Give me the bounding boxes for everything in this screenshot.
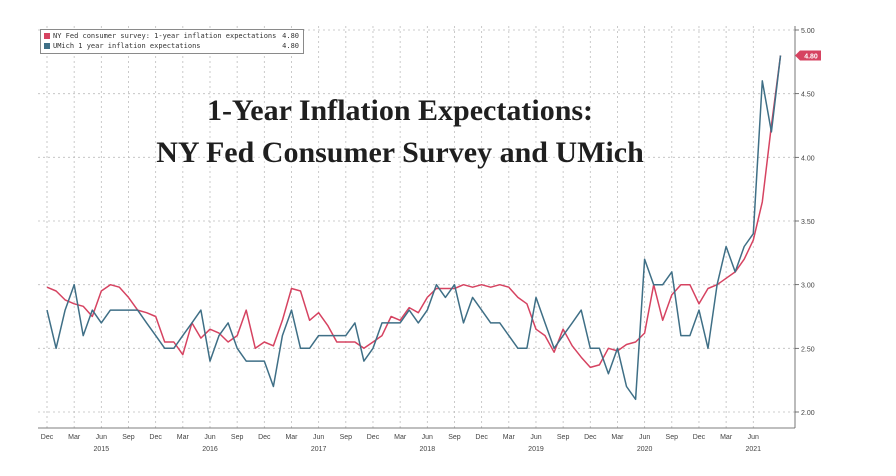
series-line-umich [46,55,782,401]
x-tick-label: Mar [68,434,81,441]
y-tick-label: 4.00 [801,155,815,162]
legend-item-ny-fed: NY Fed consumer survey: 1-year inflation… [44,31,299,41]
legend-value-umich: 4.80 [282,42,299,50]
x-year-label: 2018 [420,446,436,453]
legend-swatch-ny-fed [44,33,50,39]
x-tick-label: Sep [122,434,135,441]
legend-item-umich: UMich 1 year inflation expectations 4.80 [44,41,299,51]
x-year-label: 2020 [637,446,653,453]
last-value-badge: 4.80 [795,50,821,61]
x-tick-label: Jun [313,434,324,441]
chart-title-line-1: 1-Year Inflation Expectations: [206,94,594,127]
x-tick-label: Dec [41,434,54,441]
x-year-label: 2017 [311,446,327,453]
x-tick-label: Mar [394,434,407,441]
x-year-label: 2021 [746,446,762,453]
x-tick-label: Jun [422,434,433,441]
legend-value-ny-fed: 4.80 [282,32,299,40]
y-tick-label: 4.50 [801,92,815,99]
y-tick-label: 3.50 [801,219,815,226]
y-tick-label: 2.00 [801,410,815,417]
series-line-ny-fed [46,55,782,369]
x-axis: Dec Mar Jun Sep Dec Mar Jun Sep Dec Mar Jun Sep Dec M… [38,427,795,453]
x-tick-label: Mar [503,434,516,441]
last-value-badge-label: 4.80 [804,53,818,60]
x-tick-label: Dec [693,434,706,441]
x-tick-label: Sep [340,434,353,441]
legend-label-ny-fed: NY Fed consumer survey: 1-year inflation… [53,32,277,40]
x-tick-label: Mar [177,434,190,441]
x-tick-label: Jun [639,434,650,441]
x-tick-label: Dec [475,434,488,441]
gridlines [38,26,795,428]
chart-title-line-2: NY Fed Consumer Survey and UMich [156,136,644,169]
x-tick-label: Sep [231,434,244,441]
x-tick-label: Mar [285,434,298,441]
x-tick-label: Sep [448,434,461,441]
x-tick-label: Jun [530,434,541,441]
y-axis: 5.00 4.50 4.00 3.50 3.00 2.50 2.00 [794,26,815,428]
x-tick-label: Jun [96,434,107,441]
y-tick-label: 3.00 [801,283,815,290]
legend-label-umich: UMich 1 year inflation expectations [53,42,201,50]
x-tick-label: Mar [720,434,733,441]
last-value-badge-shape [795,50,821,61]
x-year-label: 2019 [528,446,544,453]
x-year-label: 2015 [94,446,110,453]
y-tick-label: 2.50 [801,346,815,353]
legend-swatch-umich [44,43,50,49]
series-lines [46,55,782,401]
x-tick-label: Jun [748,434,759,441]
x-tick-label: Sep [557,434,570,441]
x-tick-label: Dec [367,434,380,441]
y-tick-label: 5.00 [801,28,815,35]
x-year-label: 2016 [202,446,218,453]
x-tick-label: Dec [584,434,597,441]
x-tick-label: Sep [666,434,679,441]
legend: NY Fed consumer survey: 1-year inflation… [40,29,304,54]
x-tick-label: Jun [204,434,215,441]
x-tick-label: Dec [149,434,162,441]
x-tick-label: Dec [258,434,271,441]
x-tick-label: Mar [611,434,624,441]
